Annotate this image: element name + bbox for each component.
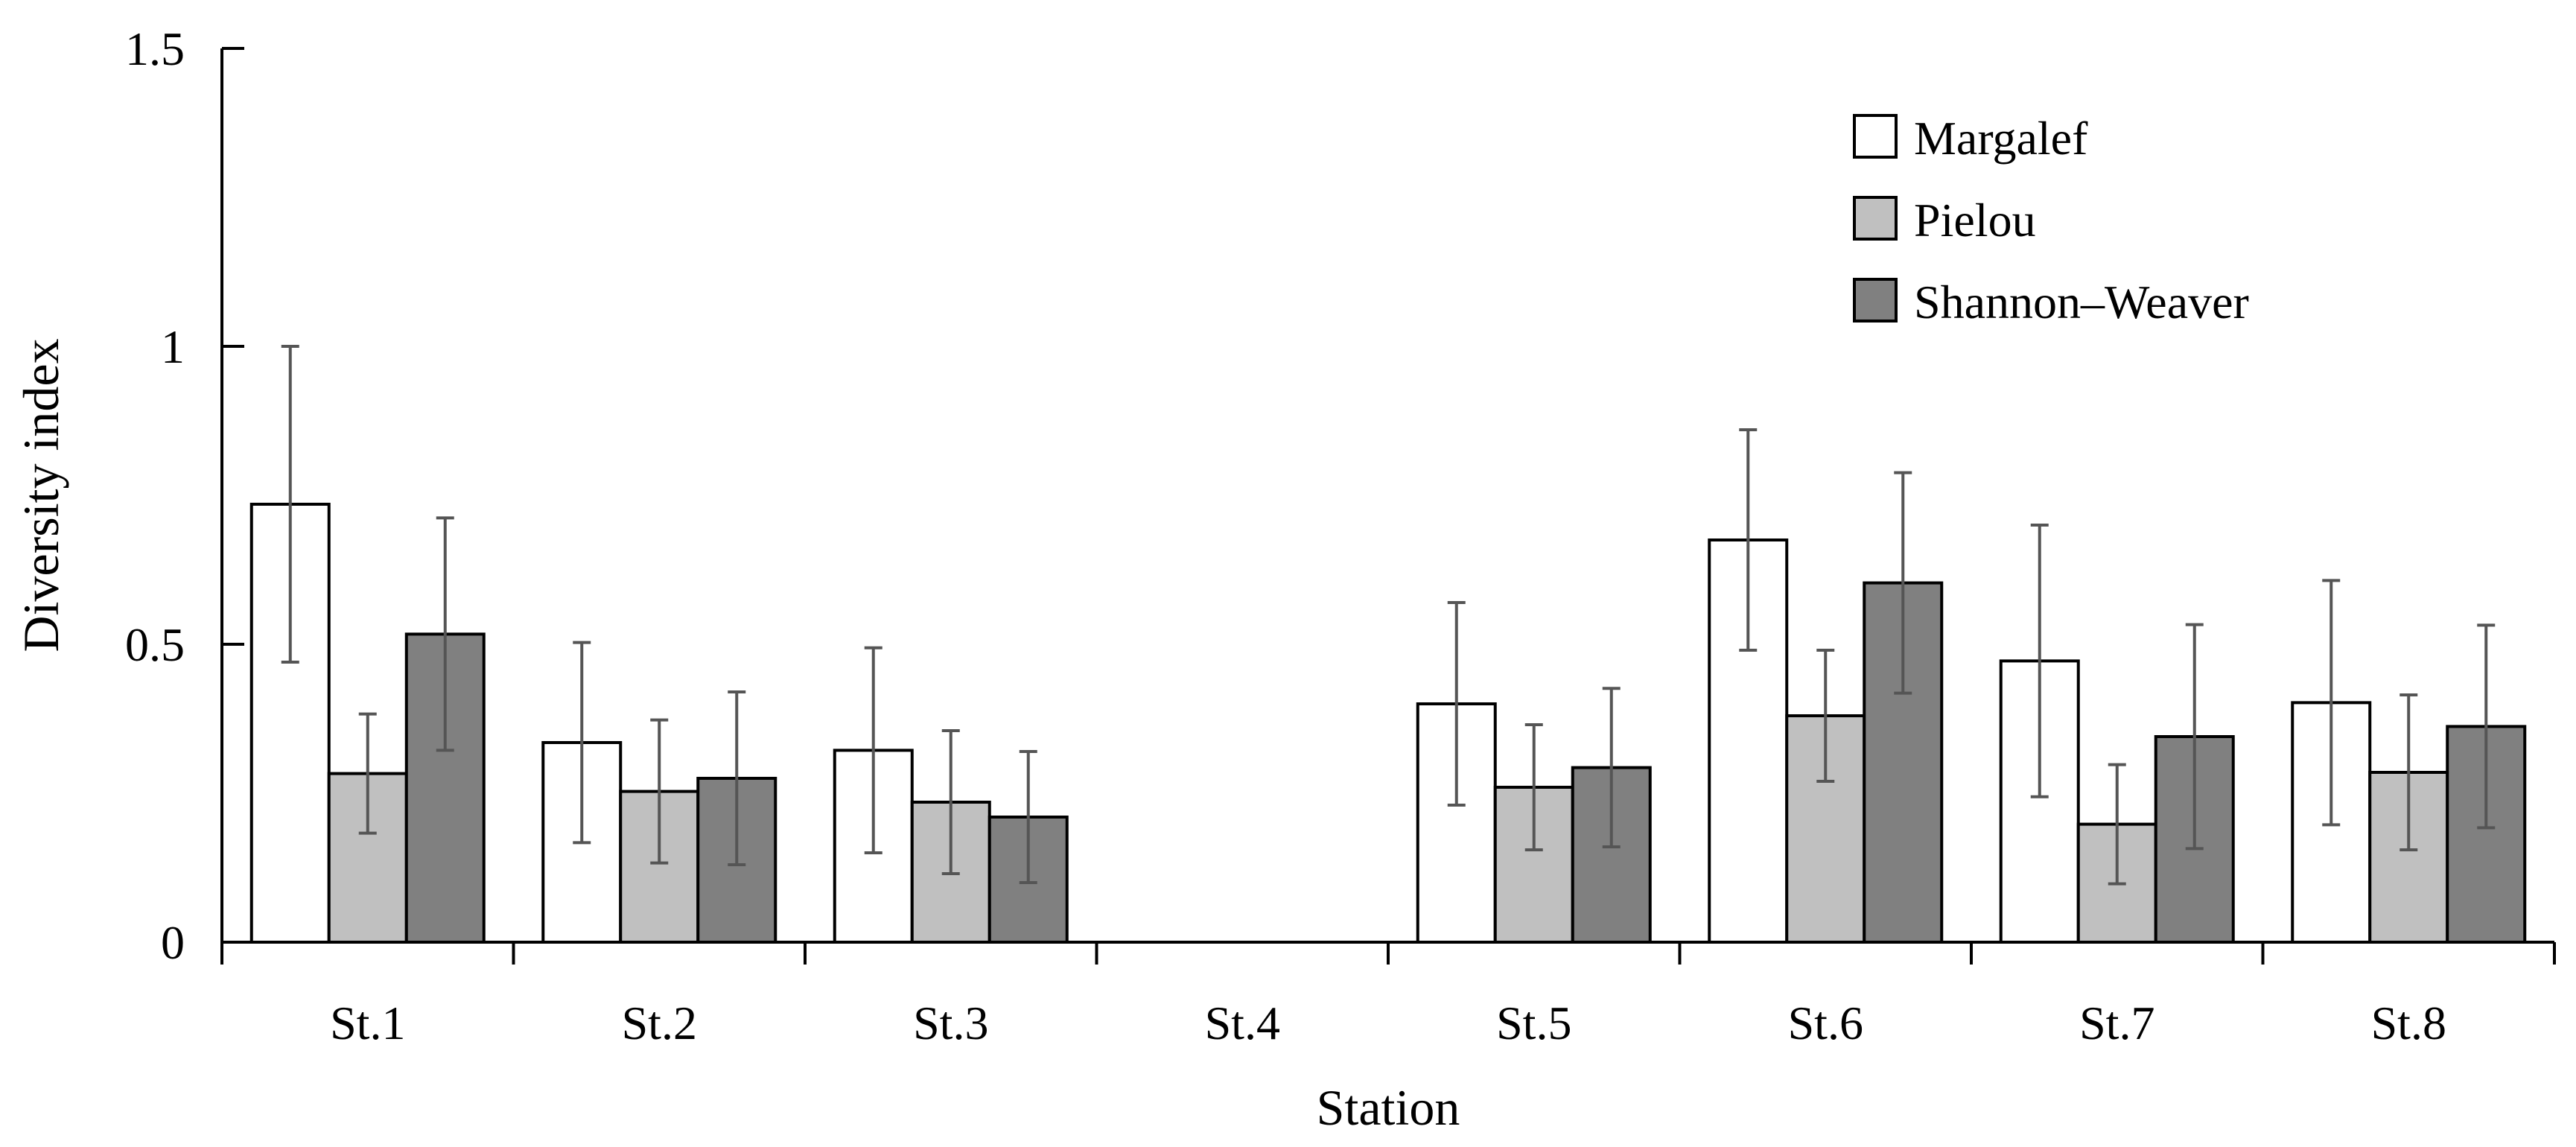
legend-swatch [1853,196,1898,241]
legend-swatch [1853,114,1898,159]
bars [249,503,2527,944]
x-axis-title: Station [1317,1079,1460,1136]
legend-label: Shannon–Weaver [1914,276,2249,328]
legend-swatch [1853,278,1898,323]
legend: Margalef Pielou Shannon–Weaver [1853,112,2249,328]
y-tick-label: 0.5 [125,618,185,671]
x-tick-label: St.8 [2371,997,2446,1049]
x-tick-label: St.2 [622,997,697,1049]
y-tick-label: 1 [161,320,185,373]
y-axis-title: Diversity index [13,338,69,652]
x-tick-label: St.4 [1205,997,1280,1049]
x-tick-label: St.6 [1788,997,1863,1049]
x-tick-label: St.5 [1496,997,1571,1049]
x-tick-label: St.1 [330,997,405,1049]
y-tick-label: 1.5 [125,22,185,75]
legend-label: Margalef [1914,112,2088,165]
x-tick-label: St.7 [2079,997,2154,1049]
legend-label: Pielou [1914,194,2036,247]
y-tick-label: 0 [161,916,185,969]
axis-labels: 0 0.5 1 1.5 St.1 St.2 St.3 St.4 St.5 St.6 St.7 St.8… [13,22,2446,1136]
x-tick-label: St.3 [913,997,988,1049]
error-bars [281,345,2496,886]
